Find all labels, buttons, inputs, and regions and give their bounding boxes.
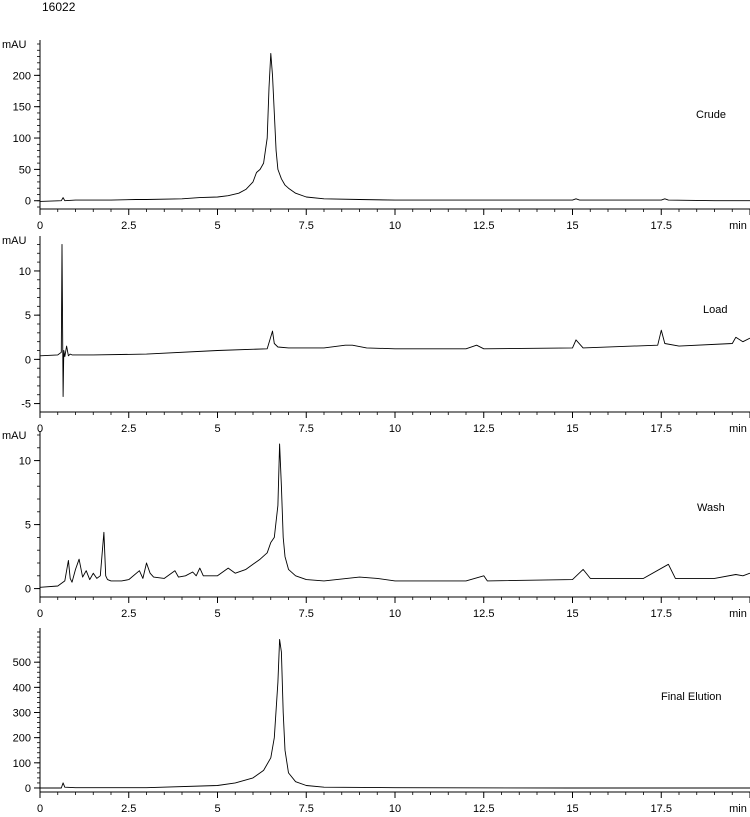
x-tick-label: 2.5: [121, 423, 136, 435]
y-tick-label: 5: [25, 310, 31, 322]
y-tick-label: 500: [13, 657, 31, 669]
x-tick-label: 12.5: [473, 803, 494, 815]
x-tick-label: 7.5: [299, 608, 314, 620]
y-tick-label: -5: [21, 399, 31, 411]
x-tick-label: 15: [566, 608, 578, 620]
x-tick-label: 17.5: [651, 608, 672, 620]
y-tick-label: 0: [25, 584, 31, 596]
y-tick-label: 0: [25, 783, 31, 795]
x-tick-label: 12.5: [473, 220, 494, 232]
x-tick-label: 12.5: [473, 423, 494, 435]
panel-3: mAU 0 5 10 0 2.5 5 7.5 10 12.5 15 17.5 min Wash: [2, 430, 750, 620]
y-unit-label: mAU: [2, 235, 27, 247]
x-tick-label: 10: [389, 608, 401, 620]
x-unit-label: min: [729, 803, 747, 815]
chromatogram-trace: [39, 443, 750, 588]
x-tick-label: 10: [389, 803, 401, 815]
x-unit-label: min: [729, 220, 747, 232]
y-tick-label: 200: [13, 733, 31, 745]
x-tick-label: 7.5: [299, 803, 314, 815]
x-unit-label: min: [729, 423, 747, 435]
y-tick-label: 400: [13, 682, 31, 694]
x-tick-label: 7.5: [299, 220, 314, 232]
y-tick-label: 150: [13, 102, 31, 114]
x-tick-label: 7.5: [299, 423, 314, 435]
x-tick-label: 2.5: [121, 220, 136, 232]
chromatogram-trace: [40, 639, 750, 789]
y-tick-label: 10: [19, 456, 31, 468]
y-tick-label: 0: [25, 354, 31, 366]
y-unit-label: mAU: [2, 39, 27, 51]
panel-1: mAU 0 50 100 150 200 0 2.5 5 7.5 10 12.5 15 17.5 min Cr…: [2, 39, 750, 232]
x-tick-label: 12.5: [473, 608, 494, 620]
panel-2: mAU -5 0 5 10 0 2.5 5 7.5 10 12.5 15 17.5 min Load: [2, 235, 750, 435]
x-tick-label: 5: [214, 608, 220, 620]
y-tick-label: 300: [13, 708, 31, 720]
x-tick-label: 0: [37, 220, 43, 232]
x-tick-label: 17.5: [651, 803, 672, 815]
trace-label: Crude: [696, 109, 726, 121]
x-tick-label: 2.5: [121, 608, 136, 620]
y-tick-label: 10: [19, 266, 31, 278]
y-tick-label: 100: [13, 133, 31, 145]
trace-label: Final Elution: [661, 691, 722, 703]
trace-label: Load: [703, 304, 727, 316]
y-tick-label: 50: [19, 164, 31, 176]
x-tick-label: 0: [37, 423, 43, 435]
x-tick-label: 17.5: [651, 423, 672, 435]
x-tick-label: 0: [37, 803, 43, 815]
y-unit-label: mAU: [2, 430, 27, 442]
x-tick-label: 10: [389, 220, 401, 232]
x-tick-label: 5: [214, 803, 220, 815]
y-tick-label: 5: [25, 520, 31, 532]
x-tick-label: 17.5: [651, 220, 672, 232]
x-tick-label: 10: [389, 423, 401, 435]
x-tick-label: 2.5: [121, 803, 136, 815]
x-tick-label: 15: [566, 423, 578, 435]
chromatogram-trace: [39, 243, 750, 397]
y-tick-label: 100: [13, 758, 31, 770]
x-tick-label: 5: [214, 423, 220, 435]
y-tick-label: 200: [13, 70, 31, 82]
chromatogram-trace: [39, 52, 750, 202]
sample-id-label: 16022: [42, 0, 76, 14]
x-tick-label: 5: [214, 220, 220, 232]
panel-4: 0 100 200 300 400 500 0 2.5 5 7.5 10 12.5 15 17.5 min F…: [13, 628, 750, 815]
x-tick-label: 15: [566, 803, 578, 815]
trace-label: Wash: [697, 502, 725, 514]
x-unit-label: min: [729, 608, 747, 620]
x-tick-label: 15: [566, 220, 578, 232]
y-tick-label: 0: [25, 196, 31, 208]
x-tick-label: 0: [37, 608, 43, 620]
